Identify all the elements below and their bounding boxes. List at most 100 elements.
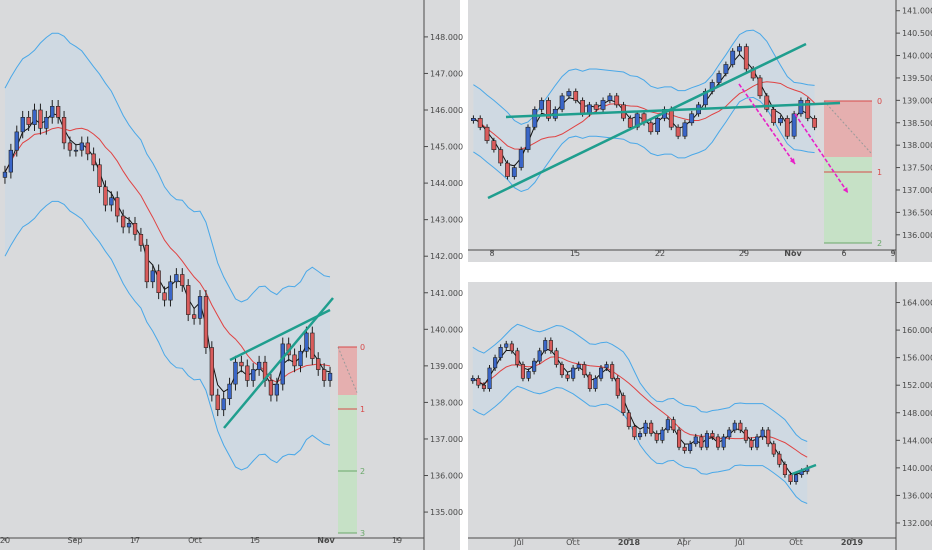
bearish-candle <box>668 109 674 128</box>
bullish-candle <box>20 117 25 133</box>
bearish-candle <box>610 364 615 379</box>
y-axis-tick-label: 132.000 <box>902 519 932 528</box>
bearish-candle <box>321 369 327 381</box>
channel-lower-trendline <box>791 463 817 476</box>
bearish-candle <box>682 446 687 451</box>
channel-lower-trendline <box>223 297 334 429</box>
bullish-candle <box>8 149 14 173</box>
y-axis-tick-label: 139.000 <box>902 96 932 105</box>
y-axis-tick-label: 138.000 <box>902 141 932 150</box>
bullish-candle <box>498 346 503 358</box>
bearish-candle <box>115 197 120 217</box>
bullish-candle <box>721 436 726 448</box>
bearish-candle <box>764 95 770 110</box>
bullish-candle <box>525 126 531 150</box>
y-axis-tick-label: 147.000 <box>430 69 463 78</box>
bullish-candle <box>598 367 604 379</box>
bullish-candle <box>607 95 613 101</box>
bullish-candle <box>693 436 698 445</box>
y-axis-tick-label: 144.000 <box>430 179 463 188</box>
y-axis-tick-label: 146.000 <box>430 106 463 115</box>
x-axis-tick-label: 15 <box>250 536 260 545</box>
bearish-candle <box>121 215 126 228</box>
bearish-candle <box>649 422 654 434</box>
y-axis-tick-label: 152.000 <box>902 381 932 390</box>
y-axis-tick-label: 135.000 <box>430 508 463 517</box>
bearish-candle <box>676 429 682 448</box>
bullish-candle <box>327 372 333 381</box>
bearish-candle <box>85 142 90 155</box>
bearish-candle <box>788 474 793 482</box>
bearish-candle <box>245 365 250 381</box>
bullish-candle <box>593 377 598 389</box>
y-axis-tick-label: 142.000 <box>430 252 463 261</box>
bearish-candle <box>582 364 587 376</box>
bullish-candle <box>73 149 79 152</box>
left-chart-panel: 0 1 2 3 148.000 147.000 146.000 145.000 144.000 1… <box>0 0 463 550</box>
bearish-candle <box>675 126 681 137</box>
bearish-candle <box>580 100 585 115</box>
bullish-candle <box>526 371 531 379</box>
x-axis-tick-label: Apr <box>677 538 692 547</box>
bullish-candle <box>470 377 475 382</box>
y-axis-tick-label: 136.500 <box>902 208 932 217</box>
bearish-candle <box>743 429 749 441</box>
bearish-candle <box>103 186 108 206</box>
bullish-candle <box>233 361 238 385</box>
y-axis-tick-label: 138.500 <box>902 119 932 128</box>
bullish-candle <box>704 433 710 448</box>
bullish-candle <box>716 73 722 83</box>
bearish-candle <box>587 374 592 389</box>
bullish-candle <box>168 281 173 301</box>
bearish-candle <box>784 118 790 137</box>
y-axis-tick-label: 137.000 <box>902 186 932 195</box>
channel-lower-trendline <box>487 42 807 200</box>
projection-arrow-line <box>794 113 849 194</box>
bullish-candle <box>511 167 517 177</box>
bearish-candle <box>777 453 782 465</box>
channel-upper-trendline <box>229 308 331 362</box>
bullish-candle <box>760 429 765 438</box>
bullish-candle <box>50 106 55 118</box>
bullish-candle <box>487 367 492 390</box>
bullish-candle <box>727 429 732 438</box>
x-axis-tick-label: 6 <box>841 249 846 258</box>
y-axis-tick-label: 160.000 <box>902 326 932 335</box>
bearish-candle <box>812 118 817 128</box>
bullish-candle <box>559 95 565 110</box>
bullish-candle <box>688 443 693 451</box>
bullish-candle <box>798 100 804 115</box>
bullish-candle <box>532 360 537 372</box>
bullish-candle <box>227 383 232 400</box>
x-axis-tick-label: 8 <box>489 249 494 258</box>
bearish-candle <box>192 314 197 319</box>
bearish-candle <box>615 377 620 396</box>
x-axis-tick-label: 29 <box>739 249 749 258</box>
bullish-candle <box>109 197 114 206</box>
bearish-candle <box>156 270 161 293</box>
bullish-candle <box>470 118 476 122</box>
bearish-candle <box>97 164 102 188</box>
bullish-candle <box>532 109 538 128</box>
x-axis-tick-label: Oct <box>188 536 202 545</box>
bearish-candle <box>484 126 490 141</box>
bearish-candle <box>186 285 191 315</box>
bullish-candle <box>274 383 280 396</box>
fib-level-label: 1 <box>877 168 882 177</box>
y-axis-tick-label: 148.000 <box>902 409 932 418</box>
x-axis-tick-label: Jul <box>513 538 524 547</box>
y-axis-tick-label: 148.000 <box>430 33 463 42</box>
x-axis-tick-label: 19 <box>392 536 402 545</box>
bullish-candle <box>732 422 737 431</box>
bearish-candle <box>766 429 771 445</box>
projection-arrow-head <box>842 187 848 193</box>
bullish-candle <box>126 223 132 228</box>
x-axis-tick-label: 2019 <box>841 538 864 547</box>
bearish-candle <box>771 109 776 124</box>
bearish-candle <box>715 436 721 448</box>
bullish-candle <box>689 113 695 124</box>
bearish-candle <box>520 364 526 379</box>
x-axis-tick-label: 9 <box>890 249 895 258</box>
bullish-candle <box>304 332 309 352</box>
